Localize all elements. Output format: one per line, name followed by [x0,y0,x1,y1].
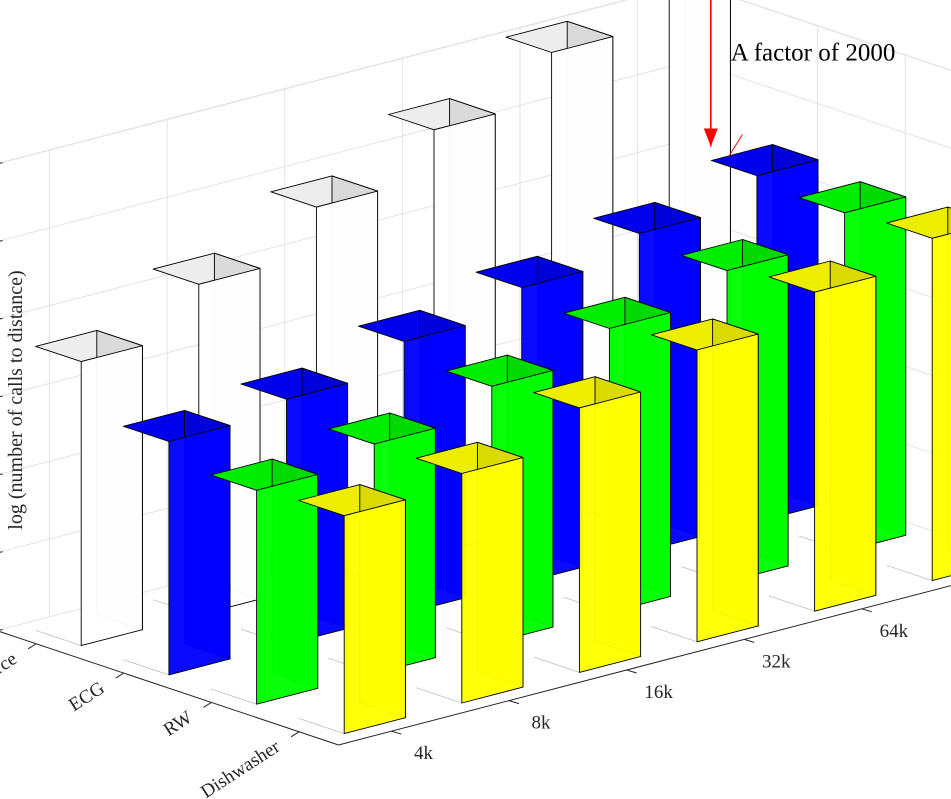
series-tick-mark [290,731,300,738]
annotation-text: A factor of 2000 [731,39,896,66]
bar-dishwasher-64k [768,260,877,612]
annotation-bottom-extension [728,134,743,157]
series-tick-mark [115,672,125,679]
z-tick-mark [0,629,3,631]
bar-hidden-edge [768,595,815,612]
category-tick-mark [744,638,755,643]
bar-brute-force-4k [35,329,143,647]
bar-rw-4k [210,458,319,705]
annotation: A factor of 2000 [703,0,896,157]
bar-front [696,333,759,643]
bar-front [578,391,642,673]
category-tick-label: 4k [414,743,434,764]
bar-front [931,232,951,582]
z-tick-mark [0,395,3,398]
category-tick-label: 8k [532,713,552,734]
bar-front [461,457,524,704]
bar-dishwasher-32k [650,318,759,643]
bar-top [886,206,951,239]
bar-dishwasher-4k [298,484,406,735]
category-tick-label: 32k [762,651,791,672]
bar-hidden-edge [298,717,345,734]
series-axis-line [0,631,339,746]
grid-line-z [0,0,951,164]
bar-hidden-edge [416,687,462,704]
bar-hidden-edge [35,629,82,646]
bar-dishwasher-128k [886,206,951,582]
series-tick-label: RW [160,707,196,741]
bar-front [80,345,143,647]
bar-ecg-4k [122,409,231,676]
bars [35,0,951,735]
bar-hidden-edge [651,626,698,643]
annotation-arrowhead-down [703,128,718,147]
bar-hidden-edge [123,659,170,676]
bar-front [168,425,231,676]
bar-dishwasher-16k [533,376,642,673]
category-tick-mark [626,669,637,674]
z-tick-mark [0,240,3,242]
bar-hidden-edge [886,564,933,581]
series-tick-label: Dishwasher [197,736,284,799]
bar-dishwasher-8k [415,441,524,704]
category-tick-mark [391,730,402,735]
category-tick-label: 64k [880,621,909,642]
y-axis-label: log (number of calls to distance) [5,270,27,529]
category-tick-mark [861,608,872,613]
series-tick-label: ECG [65,678,109,716]
series-tick-mark [27,643,37,650]
bar-front [814,275,877,612]
category-axis-line [338,585,951,746]
series-tick-mark [203,702,212,708]
z-tick-mark [0,551,3,553]
category-tick-label: 16k [644,682,673,703]
bar-front [256,473,319,705]
bar-hidden-edge [533,656,580,673]
z-tick-mark [0,317,3,320]
bar-hidden-edge [210,688,257,705]
category-tick-mark [508,700,520,705]
z-tick-mark [0,162,3,164]
z-tick-mark [0,473,3,475]
series-tick-label: Brute Force [0,648,21,715]
bar-front [343,499,406,735]
